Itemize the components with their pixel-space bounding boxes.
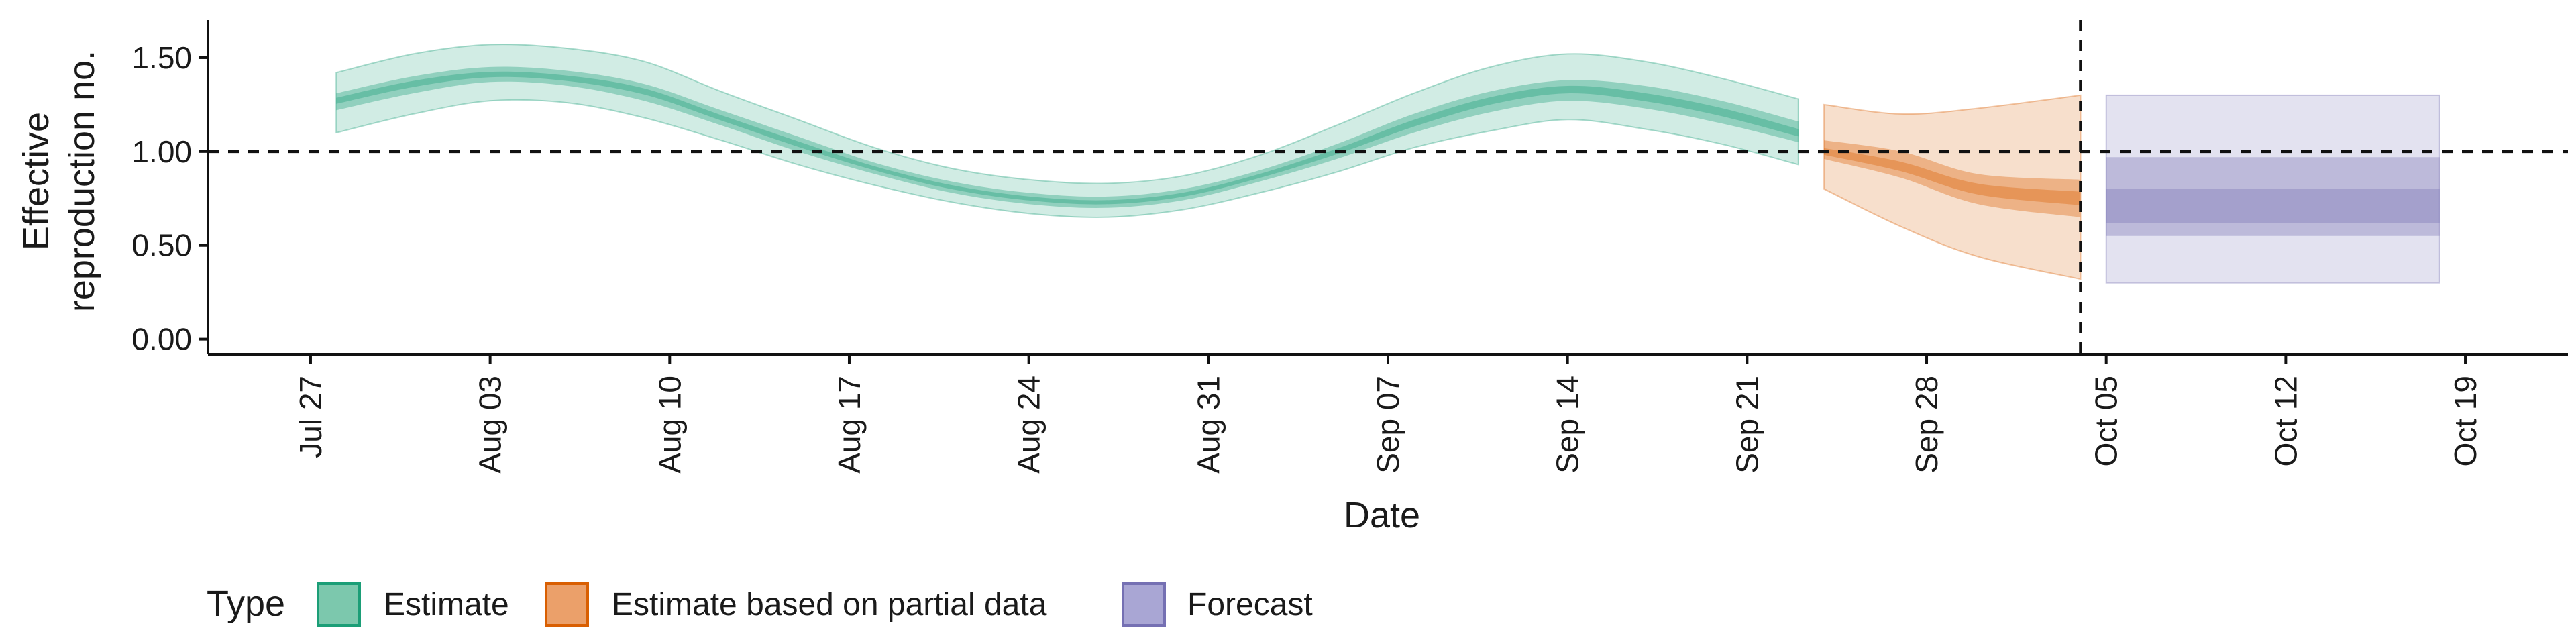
legend-swatch-forecast xyxy=(1122,582,1166,627)
legend-swatch-estimate xyxy=(317,582,361,627)
x-tick-label: Sep 14 xyxy=(1550,376,1585,474)
band-90-estimate-based-on-partial-data xyxy=(1823,94,2082,280)
band-90-estimate xyxy=(335,44,1799,218)
y-axis-title: Effective xyxy=(16,112,56,250)
band-20-forecast xyxy=(2106,189,2440,223)
x-tick-label: Sep 07 xyxy=(1371,376,1405,474)
series-estimate-based-on-partial-data xyxy=(1823,94,2082,280)
reference-lines xyxy=(208,20,2568,354)
x-tick-label: Aug 17 xyxy=(832,376,867,474)
y-tick-label: 1.00 xyxy=(131,134,192,169)
x-tick-label: Aug 24 xyxy=(1012,376,1046,474)
legend-title: Type xyxy=(207,584,285,624)
y-tick-label: 1.50 xyxy=(131,40,192,75)
band-50-estimate-based-on-partial-data xyxy=(1824,140,2081,217)
x-tick-label: Oct 05 xyxy=(2089,376,2124,467)
x-tick-label: Aug 10 xyxy=(652,376,687,474)
x-tick-label: Aug 31 xyxy=(1191,376,1226,474)
legend: Type Estimate Estimate based on partial … xyxy=(207,582,1313,627)
legend-label-partial: Estimate based on partial data xyxy=(612,587,1047,623)
series-forecast xyxy=(2105,94,2440,284)
legend-swatch-partial xyxy=(545,582,589,627)
x-tick-label: Oct 12 xyxy=(2268,376,2303,467)
x-tick-label: Sep 28 xyxy=(1909,376,1944,474)
x-axis-title: Date xyxy=(1344,495,1420,535)
series-estimate xyxy=(335,44,1799,218)
band-20-estimate-based-on-partial-data xyxy=(1824,148,2081,205)
x-tick-label: Aug 03 xyxy=(473,376,508,474)
x-tick-label: Oct 19 xyxy=(2448,376,2483,467)
axes: 0.00 0.50 1.00 1.50 Jul 27 Aug 03 Aug 10 Aug 17… xyxy=(131,20,2568,474)
band-50-forecast xyxy=(2106,157,2440,236)
legend-label-forecast: Forecast xyxy=(1187,587,1313,623)
plot-bands xyxy=(335,44,2440,284)
band-50-estimate xyxy=(336,66,1799,208)
y-tick-label: 0.00 xyxy=(131,322,192,357)
legend-label-estimate: Estimate xyxy=(384,587,509,623)
y-axis-title-line2: reproduction no. xyxy=(62,50,102,312)
y-tick-label: 0.50 xyxy=(131,228,192,263)
band-90-forecast xyxy=(2105,94,2440,284)
x-tick-label: Sep 21 xyxy=(1729,376,1764,474)
x-tick-label: Jul 27 xyxy=(293,376,328,458)
